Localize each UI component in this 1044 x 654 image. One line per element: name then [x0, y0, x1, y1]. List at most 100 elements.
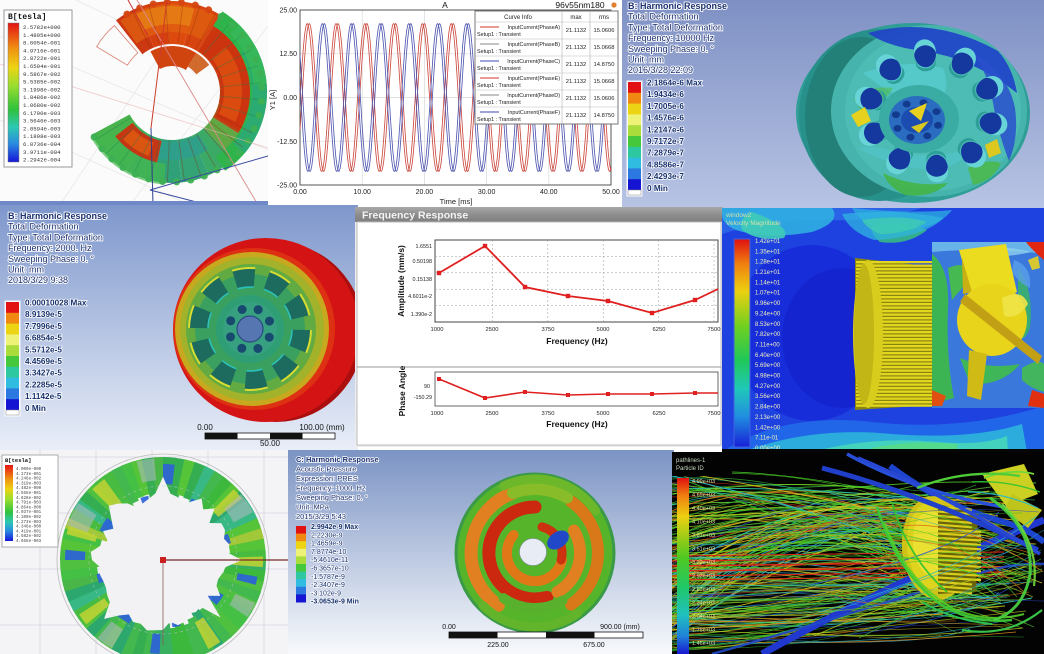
svg-text:5.5712e-5: 5.5712e-5 [25, 345, 62, 354]
svg-text:Setup1 : Transient: Setup1 : Transient [477, 32, 521, 38]
svg-text:-2.3407e-9: -2.3407e-9 [311, 582, 345, 589]
svg-text:5000: 5000 [597, 411, 610, 417]
svg-text:21.1132: 21.1132 [566, 28, 587, 34]
svg-text:50.00: 50.00 [602, 189, 620, 196]
svg-text:Total Deformation: Total Deformation [628, 12, 699, 22]
svg-text:Frequency: 1000. Hz: Frequency: 1000. Hz [296, 484, 366, 493]
svg-text:4.346e-000: 4.346e-000 [16, 526, 42, 530]
svg-text:25.00: 25.00 [279, 8, 297, 15]
svg-text:Sweeping Phase: 0. °: Sweeping Phase: 0. ° [296, 493, 368, 502]
svg-text:21.1132: 21.1132 [566, 96, 587, 102]
svg-text:15.0668: 15.0668 [594, 45, 615, 51]
svg-text:1.14e+01: 1.14e+01 [755, 280, 781, 286]
svg-text:Frequency (Hz): Frequency (Hz) [546, 336, 608, 346]
svg-text:8.9139e-5: 8.9139e-5 [25, 310, 62, 319]
svg-text:0 Min: 0 Min [647, 184, 668, 193]
svg-text:Type: Total Deformation: Type: Total Deformation [8, 232, 103, 242]
svg-text:1.6594e-001: 1.6594e-001 [23, 63, 61, 70]
svg-text:7.7996e-5: 7.7996e-5 [25, 322, 62, 331]
svg-text:-3.102e-9: -3.102e-9 [311, 590, 341, 597]
svg-text:1.75e+03: 1.75e+03 [692, 628, 715, 634]
svg-text:6250: 6250 [653, 411, 666, 417]
svg-text:Setup1 : Transient: Setup1 : Transient [477, 100, 521, 106]
svg-text:Frequency (Hz): Frequency (Hz) [546, 419, 608, 429]
svg-text:4.419e-001: 4.419e-001 [16, 530, 42, 534]
svg-text:0.00: 0.00 [283, 95, 297, 102]
svg-text:Amplitude (mm/s): Amplitude (mm/s) [396, 245, 406, 317]
svg-text:0.00010028 Max: 0.00010028 Max [25, 299, 87, 308]
svg-text:4.6011e-2: 4.6011e-2 [408, 294, 432, 300]
svg-text:Unit: mm: Unit: mm [8, 265, 44, 275]
svg-text:7500: 7500 [708, 327, 721, 333]
svg-text:InputCurrent(PhaseE): InputCurrent(PhaseE) [508, 76, 561, 82]
svg-text:-1.5787e-9: -1.5787e-9 [311, 574, 345, 581]
svg-text:window2: window2 [725, 212, 752, 219]
svg-text:4.655e-003: 4.655e-003 [16, 540, 42, 544]
svg-text:2.0594e-003: 2.0594e-003 [23, 125, 61, 132]
svg-text:2.93e+03: 2.93e+03 [692, 574, 715, 580]
svg-text:4.037e-001: 4.037e-001 [16, 511, 42, 515]
svg-text:1.6551: 1.6551 [416, 244, 433, 250]
svg-text:4.40e+03: 4.40e+03 [692, 506, 715, 512]
svg-text:C: Harmonic Response: C: Harmonic Response [296, 455, 379, 464]
svg-text:90: 90 [424, 384, 430, 390]
svg-text:10.00: 10.00 [353, 189, 371, 196]
svg-text:675.00: 675.00 [583, 642, 605, 649]
svg-text:4.98e+00: 4.98e+00 [755, 374, 781, 380]
svg-text:Expression: PRES: Expression: PRES [296, 474, 358, 483]
svg-text:Setup1 : Transient: Setup1 : Transient [477, 66, 521, 72]
svg-text:3.56e+00: 3.56e+00 [755, 394, 781, 400]
svg-text:2500: 2500 [486, 327, 499, 333]
svg-text:4.4569e-5: 4.4569e-5 [25, 357, 62, 366]
svg-text:15.0606: 15.0606 [594, 96, 615, 102]
svg-text:100.00 (mm): 100.00 (mm) [299, 423, 345, 432]
svg-text:1.21e+01: 1.21e+01 [755, 270, 781, 276]
svg-text:40.00: 40.00 [540, 189, 558, 196]
svg-text:4.582e-002: 4.582e-002 [16, 535, 42, 539]
svg-text:3.1998e-002: 3.1998e-002 [23, 86, 61, 93]
svg-text:Phase Angle: Phase Angle [397, 365, 407, 416]
svg-text:6250: 6250 [653, 327, 666, 333]
svg-text:Sweeping Phase: 0. °: Sweeping Phase: 0. ° [628, 44, 715, 54]
svg-text:6.1700e-003: 6.1700e-003 [23, 110, 61, 117]
svg-text:1.1898e-003: 1.1898e-003 [23, 133, 61, 140]
svg-text:1.35e+01: 1.35e+01 [755, 249, 781, 255]
svg-text:0.50198: 0.50198 [413, 259, 433, 265]
svg-text:7.2879e-7: 7.2879e-7 [647, 149, 684, 158]
svg-text:Time [ms]: Time [ms] [440, 197, 473, 206]
svg-text:2.5782e+000: 2.5782e+000 [23, 24, 61, 31]
svg-text:1.0680e-002: 1.0680e-002 [23, 102, 61, 109]
svg-text:1.28e+01: 1.28e+01 [755, 260, 781, 266]
svg-text:-150.29: -150.29 [414, 395, 432, 401]
svg-text:Frequency: 2000. Hz: Frequency: 2000. Hz [8, 243, 92, 253]
svg-text:2018/3/29 9:38: 2018/3/29 9:38 [8, 275, 68, 285]
svg-text:6.8736e-004: 6.8736e-004 [23, 141, 61, 148]
svg-text:4.628e-002: 4.628e-002 [16, 497, 42, 501]
svg-text:1.4895e+000: 1.4895e+000 [23, 32, 61, 39]
svg-text:Velocity Magnitude: Velocity Magnitude [726, 220, 781, 227]
svg-text:1.390e-2: 1.390e-2 [411, 312, 432, 318]
svg-text:Frequency Response: Frequency Response [362, 210, 468, 222]
svg-text:4.273e-003: 4.273e-003 [16, 521, 42, 525]
svg-text:4.791e-003: 4.791e-003 [16, 502, 42, 506]
svg-text:3750: 3750 [542, 327, 555, 333]
svg-text:InputCurrent(PhaseA): InputCurrent(PhaseA) [508, 25, 561, 31]
svg-text:4.100e-002: 4.100e-002 [16, 516, 42, 520]
svg-text:7500: 7500 [708, 411, 721, 417]
svg-text:Unit: MPa: Unit: MPa [296, 503, 330, 512]
svg-text:max: max [570, 15, 581, 21]
svg-text:B[tesla]: B[tesla] [8, 13, 46, 22]
svg-text:-25.00: -25.00 [277, 183, 297, 190]
svg-text:3.81e+03: 3.81e+03 [692, 533, 715, 539]
svg-text:7.11e+00: 7.11e+00 [755, 343, 780, 349]
svg-text:5000: 5000 [597, 327, 610, 333]
svg-text:A: A [442, 0, 448, 10]
svg-text:14.8750: 14.8750 [594, 113, 615, 119]
svg-text:2.2285e-5: 2.2285e-5 [25, 380, 62, 389]
svg-text:Type: Total Deformation: Type: Total Deformation [628, 22, 723, 32]
svg-text:8.53e+00: 8.53e+00 [755, 322, 781, 328]
svg-text:InputCurrent(PhaseB): InputCurrent(PhaseB) [508, 42, 561, 48]
svg-text:3.5646e-003: 3.5646e-003 [23, 118, 61, 125]
svg-text:0.00: 0.00 [442, 624, 456, 631]
svg-text:B: Harmonic Response: B: Harmonic Response [8, 211, 107, 221]
